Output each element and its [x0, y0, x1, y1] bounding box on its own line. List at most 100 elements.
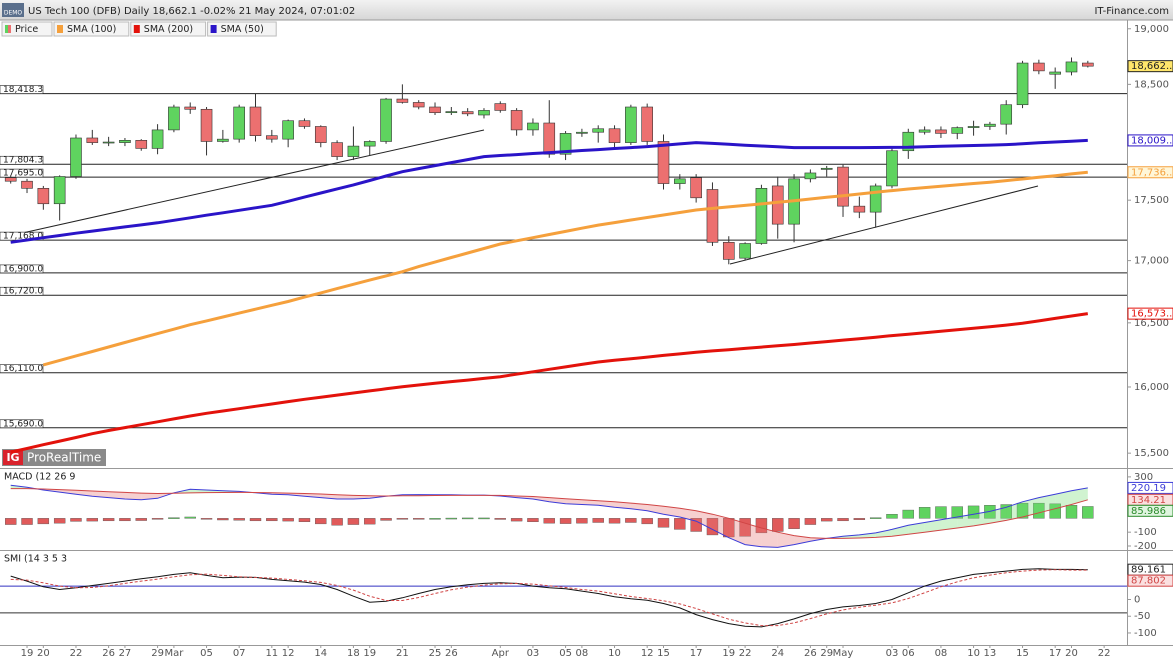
candle-body	[625, 106, 637, 143]
histogram-bar	[559, 518, 572, 524]
legend-swatch	[8, 25, 11, 33]
macd-fill	[843, 534, 860, 539]
candle-body	[820, 167, 833, 170]
level-label: 17,695.0	[3, 169, 43, 179]
smi-signal-line	[10, 569, 1088, 627]
candle-body	[53, 176, 66, 205]
macd-fill	[1071, 487, 1088, 505]
histogram-bar	[1033, 502, 1045, 519]
histogram-bar	[674, 518, 686, 530]
histogram-bar	[592, 518, 604, 523]
legend-box	[207, 21, 277, 37]
macd-fill	[141, 493, 158, 500]
histogram-bar	[396, 518, 409, 520]
x-tick-label: Apr	[492, 648, 510, 659]
x-tick-label: 22	[739, 648, 752, 659]
histogram-bar	[37, 518, 50, 525]
histogram-bar	[70, 518, 82, 522]
level-label-box	[0, 419, 44, 429]
candle-body	[935, 129, 947, 134]
histogram-bar	[951, 506, 963, 519]
candle-body	[722, 241, 735, 260]
macd-fill	[712, 514, 729, 538]
trendline	[729, 185, 1039, 265]
x-tick-label: 22	[70, 648, 83, 659]
level-label: 17,168.0	[3, 232, 43, 242]
y-tick-label: 300	[1134, 472, 1153, 483]
legend-swatch	[5, 25, 8, 33]
signal-line	[10, 488, 1088, 539]
x-tick-label: 17	[1049, 648, 1062, 659]
x-tick-label: 19	[363, 648, 376, 659]
y-tick-label: 16,000	[1134, 382, 1169, 393]
candle-body	[217, 138, 229, 142]
histogram-bar	[315, 518, 327, 525]
level-label-box	[0, 168, 44, 178]
level-label: 16,110.0	[3, 364, 43, 374]
value-badge	[1127, 60, 1173, 73]
x-tick-label: 20	[37, 648, 50, 659]
macd-fill	[565, 498, 582, 505]
macd-fill	[973, 511, 990, 526]
macd-fill	[647, 504, 664, 515]
x-tick-label: 25	[429, 648, 442, 659]
x-tick-label: 03	[527, 648, 540, 659]
candle-body	[771, 185, 784, 225]
macd-fill	[337, 494, 354, 499]
x-tick-label: 08	[935, 648, 948, 659]
histogram-bar	[21, 518, 33, 525]
histogram-bar	[184, 516, 196, 519]
candle-body	[412, 102, 425, 108]
candle-body	[739, 243, 751, 259]
macd-fill	[124, 492, 142, 500]
x-tick-label: 29	[820, 648, 833, 659]
candle-body	[233, 106, 245, 140]
macd-fill	[304, 493, 321, 498]
x-tick-label: 03	[886, 648, 899, 659]
candle-body	[902, 131, 915, 152]
x-tick-label: 20	[1065, 648, 1078, 659]
value-badge-label: 18,009..	[1131, 135, 1172, 146]
candle-body	[984, 123, 996, 127]
histogram-bar	[364, 518, 376, 525]
histogram-bar	[347, 518, 360, 525]
candle-body	[135, 140, 148, 149]
histogram-bar	[527, 518, 539, 523]
level-label: 17,804.3	[3, 156, 43, 166]
value-badge-label: 220.19	[1131, 483, 1166, 494]
candle-body	[1082, 62, 1094, 67]
x-tick-label: May	[833, 648, 854, 659]
histogram-bar	[380, 518, 392, 521]
candle-body	[576, 131, 588, 134]
histogram-bar	[543, 518, 555, 524]
macd-fill	[777, 532, 795, 548]
logo-mark: IG	[6, 451, 19, 464]
y-tick-label: 17,500	[1134, 195, 1169, 206]
candle-body	[674, 178, 686, 184]
value-badge-label: 16,573..	[1131, 309, 1172, 320]
histogram-bar	[690, 518, 702, 532]
candle-body	[4, 177, 17, 182]
candle-body	[804, 172, 817, 180]
macd-fill	[745, 523, 762, 547]
macd-fill	[940, 516, 958, 531]
candle-body	[282, 120, 294, 140]
histogram-bar	[168, 517, 180, 519]
x-tick-label: 05	[200, 648, 213, 659]
x-tick-label: 13	[984, 648, 997, 659]
histogram-bar	[967, 505, 980, 519]
value-badge-label: 18,662..	[1131, 61, 1172, 72]
x-tick-label: 10	[608, 648, 621, 659]
histogram-bar	[233, 518, 245, 521]
level-label: 15,690.0	[3, 419, 43, 429]
y-tick-label: 17,000	[1134, 256, 1169, 267]
candle-body	[886, 150, 898, 187]
x-tick-label: 12	[282, 648, 295, 659]
histogram-bar	[53, 518, 66, 524]
macd-fill	[75, 490, 93, 497]
legend-label: SMA (100)	[67, 24, 116, 35]
candle-body	[967, 126, 980, 128]
macd-line	[10, 484, 1088, 548]
trendline	[0, 129, 485, 239]
histogram-bar	[86, 518, 99, 522]
